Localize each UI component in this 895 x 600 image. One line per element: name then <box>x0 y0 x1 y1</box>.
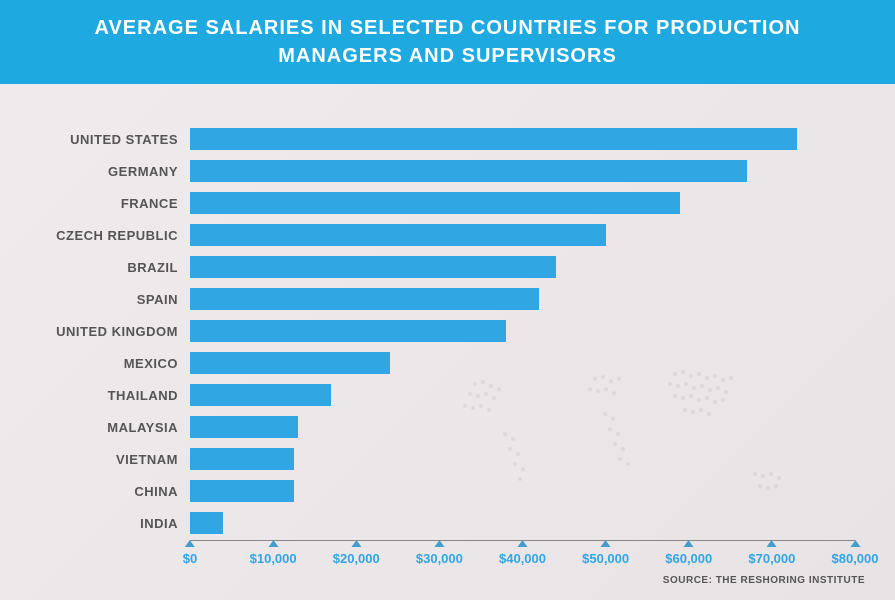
bar <box>190 480 294 502</box>
tick-label: $30,000 <box>416 551 463 566</box>
bar-row: UNITED KINGDOM <box>40 316 855 346</box>
bar-row: BRAZIL <box>40 252 855 282</box>
axis-tick: $60,000 <box>665 540 712 566</box>
country-label: THAILAND <box>40 388 190 403</box>
bar-track <box>190 416 855 438</box>
axis-tick: $70,000 <box>748 540 795 566</box>
bar-track <box>190 512 855 534</box>
bar-row: MALAYSIA <box>40 412 855 442</box>
bar <box>190 416 298 438</box>
bar <box>190 192 680 214</box>
chart-header: AVERAGE SALARIES IN SELECTED COUNTRIES F… <box>0 0 895 84</box>
bar-row: SPAIN <box>40 284 855 314</box>
bar-row: VIETNAM <box>40 444 855 474</box>
bar-track <box>190 160 855 182</box>
country-label: BRAZIL <box>40 260 190 275</box>
bar-row: INDIA <box>40 508 855 538</box>
axis-tick: $20,000 <box>333 540 380 566</box>
bar-track <box>190 192 855 214</box>
bar <box>190 160 747 182</box>
tick-label: $70,000 <box>748 551 795 566</box>
bar <box>190 256 556 278</box>
tick-triangle-icon <box>601 540 611 547</box>
axis-tick: $30,000 <box>416 540 463 566</box>
axis-tick: $0 <box>183 540 197 566</box>
tick-triangle-icon <box>268 540 278 547</box>
country-label: MEXICO <box>40 356 190 371</box>
country-label: VIETNAM <box>40 452 190 467</box>
tick-triangle-icon <box>351 540 361 547</box>
bar-row: THAILAND <box>40 380 855 410</box>
bar-row: CHINA <box>40 476 855 506</box>
country-label: CHINA <box>40 484 190 499</box>
tick-triangle-icon <box>185 540 195 547</box>
bar <box>190 384 331 406</box>
country-label: FRANCE <box>40 196 190 211</box>
bar-track <box>190 320 855 342</box>
bar-track <box>190 480 855 502</box>
country-label: UNITED KINGDOM <box>40 324 190 339</box>
bar <box>190 512 223 534</box>
bar <box>190 288 539 310</box>
tick-triangle-icon <box>518 540 528 547</box>
bar-track <box>190 448 855 470</box>
tick-label: $80,000 <box>832 551 879 566</box>
axis-tick: $80,000 <box>832 540 879 566</box>
chart-area: UNITED STATES GERMANY FRANCE CZECH REPUBLIC… <box>40 124 855 544</box>
source-prefix: SOURCE: <box>663 575 713 586</box>
tick-triangle-icon <box>767 540 777 547</box>
axis-tick: $40,000 <box>499 540 546 566</box>
tick-label: $0 <box>183 551 197 566</box>
bars-container: UNITED STATES GERMANY FRANCE CZECH REPUBLIC… <box>40 124 855 538</box>
bar-track <box>190 352 855 374</box>
bar <box>190 128 797 150</box>
country-label: CZECH REPUBLIC <box>40 228 190 243</box>
bar-row: MEXICO <box>40 348 855 378</box>
country-label: SPAIN <box>40 292 190 307</box>
bar-track <box>190 256 855 278</box>
bar <box>190 448 294 470</box>
bar-track <box>190 288 855 310</box>
bar-row: UNITED STATES <box>40 124 855 154</box>
tick-triangle-icon <box>684 540 694 547</box>
bar <box>190 320 506 342</box>
title-line-2: MANAGERS AND SUPERVISORS <box>20 42 875 70</box>
country-label: MALAYSIA <box>40 420 190 435</box>
x-axis: $0$10,000$20,000$30,000$40,000$50,000$60… <box>190 540 855 570</box>
tick-triangle-icon <box>434 540 444 547</box>
country-label: UNITED STATES <box>40 132 190 147</box>
tick-label: $60,000 <box>665 551 712 566</box>
bar <box>190 224 606 246</box>
tick-triangle-icon <box>850 540 860 547</box>
chart-container: UNITED STATES GERMANY FRANCE CZECH REPUBLIC… <box>0 84 895 564</box>
tick-label: $50,000 <box>582 551 629 566</box>
bar-row: FRANCE <box>40 188 855 218</box>
tick-label: $10,000 <box>250 551 297 566</box>
source-attribution: SOURCE: THE RESHORING INSTITUTE <box>663 575 865 586</box>
title-line-1: AVERAGE SALARIES IN SELECTED COUNTRIES F… <box>20 14 875 42</box>
country-label: INDIA <box>40 516 190 531</box>
tick-label: $20,000 <box>333 551 380 566</box>
bar-track <box>190 128 855 150</box>
axis-tick: $10,000 <box>250 540 297 566</box>
bar-row: CZECH REPUBLIC <box>40 220 855 250</box>
bar-track <box>190 224 855 246</box>
axis-tick: $50,000 <box>582 540 629 566</box>
source-text: THE RESHORING INSTITUTE <box>716 575 865 586</box>
bar-row: GERMANY <box>40 156 855 186</box>
country-label: GERMANY <box>40 164 190 179</box>
bar-track <box>190 384 855 406</box>
bar <box>190 352 390 374</box>
tick-label: $40,000 <box>499 551 546 566</box>
